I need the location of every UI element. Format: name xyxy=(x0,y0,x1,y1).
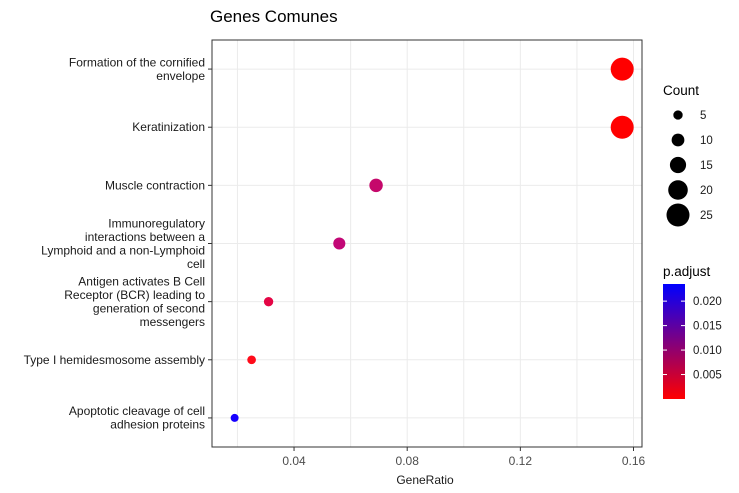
size-legend-label: 20 xyxy=(700,185,713,197)
y-tick-label: Immunoregulatory interactions between a Ly… xyxy=(41,216,205,271)
data-point xyxy=(263,296,274,307)
data-point xyxy=(333,237,346,250)
size-legend-title: Count xyxy=(663,83,699,98)
y-tick-label: Antigen activates B Cell Receptor (BCR) l… xyxy=(64,274,205,329)
size-legend-key xyxy=(666,203,690,227)
data-point xyxy=(230,413,239,422)
size-legend-label: 25 xyxy=(700,210,713,222)
plot-panel xyxy=(211,39,643,448)
x-tick-label: 0.16 xyxy=(622,454,646,468)
size-legend: Count 5 10 15 20 25 xyxy=(663,83,713,227)
size-legend-key xyxy=(669,156,687,174)
data-point xyxy=(369,178,383,193)
color-legend-title: p.adjust xyxy=(663,264,711,279)
color-bar xyxy=(663,284,685,399)
size-legend-label: 10 xyxy=(700,135,713,147)
size-legend-label: 5 xyxy=(700,110,706,122)
data-point xyxy=(610,57,634,81)
y-tick-label: Apoptotic cleavage of cell adhesion prote… xyxy=(69,404,205,432)
color-legend-label: 0.015 xyxy=(693,321,722,333)
chart-title: Genes Comunes xyxy=(210,7,338,26)
x-tick-label: 0.08 xyxy=(396,454,420,468)
data-points xyxy=(230,57,634,422)
y-axis-labels: Formation of the cornified envelope Kerati… xyxy=(24,55,212,432)
color-legend-label: 0.010 xyxy=(693,345,722,357)
y-tick-label: Type I hemidesmosome assembly xyxy=(24,353,205,367)
color-legend: p.adjust 0.020 0.015 0.010 0.005 xyxy=(663,264,722,399)
size-legend-key xyxy=(673,110,683,120)
x-axis-ticks: 0.04 0.08 0.12 0.16 xyxy=(282,447,646,468)
size-legend-label: 15 xyxy=(700,160,713,172)
color-legend-label: 0.020 xyxy=(693,296,722,308)
y-tick-label: Muscle contraction xyxy=(105,178,205,192)
x-axis-title: GeneRatio xyxy=(396,473,454,487)
size-legend-key xyxy=(668,180,688,200)
y-tick-label: Formation of the cornified envelope xyxy=(69,55,205,83)
data-point xyxy=(610,115,634,139)
color-legend-label: 0.005 xyxy=(693,370,722,382)
size-legend-key xyxy=(671,133,685,147)
y-tick-label: Keratinization xyxy=(132,120,205,134)
x-tick-label: 0.12 xyxy=(509,454,533,468)
x-tick-label: 0.04 xyxy=(282,454,306,468)
data-point xyxy=(247,355,256,365)
